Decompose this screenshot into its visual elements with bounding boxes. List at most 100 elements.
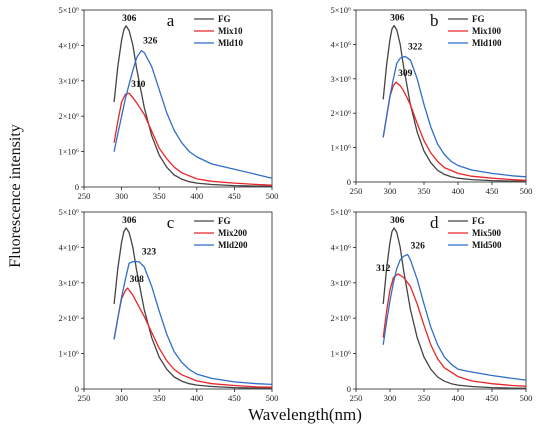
series-line-mld200	[113, 260, 273, 386]
series-line-mld100	[382, 55, 527, 178]
chart-panel-b: 250 300 350 400 450 500 0 1×10⁶ 2×10⁶ 3×10⁶ 4×10⁶ 5…	[330, 5, 532, 196]
legend-entry: Mld500	[472, 240, 502, 250]
legend-entry: Mix200	[218, 228, 247, 238]
y-tick-label: 4×10⁶	[58, 40, 79, 50]
peak-label: 306	[122, 216, 137, 226]
legend-entry: Mld200	[218, 240, 248, 250]
x-tick-label: 450	[486, 186, 499, 196]
x-tick-label: 250	[350, 186, 363, 196]
series-line-fg	[382, 227, 527, 389]
y-tick-label: 5×10⁶	[330, 5, 351, 15]
series-line-mix100	[382, 81, 527, 181]
x-tick-label: 250	[350, 393, 363, 403]
y-tick-label: 0	[75, 182, 79, 192]
peak-label: 323	[142, 248, 157, 258]
series-line-mld10	[113, 50, 273, 179]
legend-entry: FG	[218, 216, 231, 226]
x-tick-label: 300	[115, 191, 128, 201]
plot-frame	[355, 211, 527, 390]
legend-entry: Mix10	[218, 26, 243, 36]
x-tick-label: 400	[190, 191, 203, 201]
y-axis-title: Fluorescence intensity	[7, 124, 24, 268]
series-line-fg	[382, 24, 527, 182]
x-tick-label: 450	[228, 393, 241, 403]
chart-panel-d: 250 300 350 400 450 500 0 1×10⁶ 2×10⁶ 3×10⁶ 4×10⁶ 5…	[330, 207, 532, 403]
x-tick-label: 350	[153, 393, 166, 403]
panels: 250 300 350 400 450 500 0 1×10⁶ 2×10⁶ 3×10⁶ 4×10⁶ 5…	[58, 5, 532, 403]
peak-label: 308	[130, 275, 145, 285]
y-tick-label: 2×10⁶	[58, 313, 79, 323]
y-tick-label: 0	[347, 177, 351, 187]
plot-frame	[355, 9, 527, 183]
x-tick-label: 500	[266, 393, 279, 403]
y-tick-label: 5×10⁶	[58, 5, 79, 15]
x-tick-label: 250	[78, 191, 91, 201]
peak-label: 309	[398, 69, 413, 79]
panel-letter: b	[430, 11, 439, 30]
peak-label: 326	[411, 241, 426, 251]
chart-panel-c: 250 300 350 400 450 500 0 1×10⁶ 2×10⁶ 3×10⁶ 4×10⁶ 5…	[58, 207, 278, 403]
series-line-fg	[113, 227, 273, 389]
x-tick-label: 450	[228, 191, 241, 201]
x-tick-label: 450	[486, 393, 499, 403]
x-axis-title: Wavelength(nm)	[248, 405, 362, 424]
series-line-mix500	[382, 273, 527, 387]
panel-letter: d	[430, 213, 439, 232]
peak-label: 310	[131, 80, 146, 90]
peak-label: 322	[408, 42, 423, 52]
peak-label: 326	[143, 37, 158, 47]
peak-label: 306	[390, 216, 405, 226]
legend-entry: FG	[472, 14, 485, 24]
legend-entry: Mix100	[472, 26, 501, 36]
x-tick-label: 300	[384, 393, 397, 403]
x-tick-label: 400	[452, 393, 465, 403]
legend-entry: FG	[218, 14, 231, 24]
plot-frame	[83, 9, 273, 188]
series-line-fg	[113, 25, 273, 187]
y-tick-label: 1×10⁶	[58, 147, 79, 157]
y-tick-label: 0	[75, 384, 79, 394]
y-tick-label: 3×10⁶	[58, 278, 79, 288]
legend: FG Mix100 Mld100	[448, 14, 502, 48]
y-tick-label: 4×10⁶	[330, 242, 351, 252]
legend-entry: Mld100	[472, 38, 502, 48]
y-tick-label: 3×10⁶	[58, 76, 79, 86]
y-tick-label: 0	[347, 384, 351, 394]
legend-entry: Mix500	[472, 228, 501, 238]
legend: FG Mix500 Mld500	[448, 216, 502, 250]
x-tick-label: 350	[418, 393, 431, 403]
y-tick-label: 1×10⁶	[330, 349, 351, 359]
x-tick-label: 400	[452, 186, 465, 196]
chart-panel-a: 250 300 350 400 450 500 0 1×10⁶ 2×10⁶ 3×10⁶ 4×10⁶ 5…	[58, 5, 278, 201]
series-line-mld500	[382, 253, 527, 381]
panel-letter: a	[167, 11, 175, 30]
x-tick-label: 300	[384, 186, 397, 196]
legend: FG Mix200 Mld200	[194, 216, 248, 250]
series-line-mix200	[113, 287, 273, 388]
legend-entry: FG	[472, 216, 485, 226]
x-tick-label: 400	[190, 393, 203, 403]
x-tick-label: 350	[418, 186, 431, 196]
x-tick-label: 350	[153, 191, 166, 201]
peak-label: 306	[122, 14, 137, 24]
x-tick-label: 250	[78, 393, 91, 403]
plot-frame	[83, 211, 273, 390]
y-tick-label: 2×10⁶	[330, 108, 351, 118]
x-tick-label: 500	[266, 191, 279, 201]
y-tick-label: 4×10⁶	[330, 39, 351, 49]
y-tick-label: 1×10⁶	[58, 349, 79, 359]
peak-label: 312	[376, 264, 391, 274]
y-tick-label: 2×10⁶	[330, 313, 351, 323]
panel-letter: c	[167, 213, 175, 232]
y-tick-label: 5×10⁶	[58, 207, 79, 217]
y-tick-label: 3×10⁶	[330, 74, 351, 84]
y-tick-label: 2×10⁶	[58, 111, 79, 121]
y-tick-label: 1×10⁶	[330, 143, 351, 153]
legend: FG Mix10 Mld10	[194, 14, 244, 48]
x-tick-label: 300	[115, 393, 128, 403]
y-tick-label: 5×10⁶	[330, 207, 351, 217]
peak-label: 306	[390, 13, 405, 23]
y-tick-label: 3×10⁶	[330, 278, 351, 288]
series-line-mix10	[113, 92, 273, 186]
